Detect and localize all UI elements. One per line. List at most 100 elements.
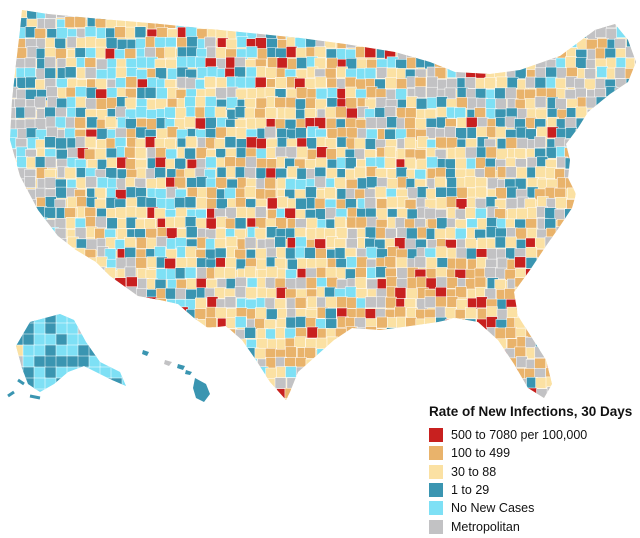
county-cell: [324, 67, 337, 80]
county-cell: [96, 128, 109, 140]
county-cell: [105, 278, 117, 290]
county-cell: [165, 287, 177, 300]
county-cell: [144, 87, 157, 99]
county-cell: [75, 296, 88, 309]
county-cell: [94, 228, 106, 240]
county-cell: [124, 48, 137, 60]
county-cell: [485, 378, 497, 390]
county-cell: [204, 397, 217, 400]
county-cell: [634, 46, 636, 58]
county-cell: [124, 358, 137, 371]
county-cell: [10, 288, 18, 300]
county-cell: [326, 128, 339, 140]
county-cell: [394, 346, 406, 359]
county-cell: [166, 308, 179, 320]
county-cell: [154, 207, 166, 220]
county-cell: [44, 286, 57, 299]
county-cell: [146, 387, 159, 399]
county-cell: [284, 107, 297, 120]
county-cell: [224, 187, 236, 200]
county-cell: [505, 327, 517, 339]
county-cell: [444, 158, 457, 171]
county-cell: [254, 318, 266, 330]
county-cell: [625, 10, 636, 21]
county-cell: [435, 388, 448, 400]
alaska-borough-cell: [44, 333, 58, 347]
county-cell: [255, 248, 267, 260]
county-cell: [544, 257, 557, 270]
county-cell: [536, 307, 548, 319]
county-cell: [384, 128, 396, 141]
county-cell: [445, 348, 457, 360]
alaska-borough-cell: [99, 388, 113, 392]
county-cell: [564, 208, 576, 221]
county-cell: [234, 356, 246, 369]
county-cell: [224, 296, 237, 308]
alaska: [16, 314, 126, 392]
alaska-borough-cell: [22, 388, 36, 392]
county-cell: [234, 66, 246, 79]
alaska-borough-cell: [44, 377, 58, 391]
county-cell: [265, 398, 278, 400]
county-cell: [514, 286, 527, 299]
county-cell: [204, 36, 216, 49]
county-cell: [285, 346, 297, 359]
county-cell: [426, 336, 439, 348]
county-cell: [316, 358, 328, 371]
county-cell: [274, 10, 287, 21]
county-cell: [47, 278, 59, 291]
county-cell: [624, 288, 636, 301]
county-cell: [424, 18, 436, 30]
county-cell: [314, 197, 327, 210]
county-cell: [334, 247, 347, 260]
county-cell: [516, 387, 528, 399]
county-cell: [576, 196, 588, 209]
alaska-borough-cell: [99, 366, 113, 380]
county-cell: [225, 217, 237, 230]
county-cell: [55, 297, 68, 310]
county-cell: [284, 327, 297, 340]
county-cell: [305, 358, 318, 371]
county-cell: [404, 117, 416, 130]
county-cell: [527, 39, 539, 51]
county-cell: [615, 237, 627, 249]
county-cell: [104, 116, 117, 128]
county-cell: [576, 26, 589, 39]
county-cell: [345, 387, 358, 399]
county-cell: [596, 388, 608, 400]
county-cell: [164, 388, 177, 400]
county-cell: [605, 207, 617, 219]
legend-label: 500 to 7080 per 100,000: [451, 428, 588, 443]
alaska-borough-cell: [66, 322, 80, 336]
county-cell: [95, 98, 108, 110]
county-cell: [44, 56, 56, 69]
county-cell: [614, 297, 627, 309]
county-cell: [334, 387, 347, 400]
county-cell: [565, 297, 578, 310]
county-cell: [614, 246, 627, 258]
county-cell: [516, 166, 528, 179]
alaska-borough-cell: [16, 333, 25, 347]
alaska-borough-cell: [16, 322, 25, 336]
county-cell: [24, 57, 37, 70]
county-cell: [505, 37, 517, 49]
county-cell: [385, 367, 397, 379]
county-cell: [456, 328, 469, 340]
county-cell: [164, 17, 176, 29]
county-cell: [254, 347, 267, 360]
county-cell: [567, 326, 579, 339]
county-cell: [635, 306, 636, 319]
county-cell: [446, 58, 458, 71]
county-cell: [477, 59, 489, 71]
county-cell: [315, 398, 328, 400]
county-cell: [627, 348, 636, 360]
alaska-borough-cell: [16, 344, 25, 358]
county-cell: [494, 327, 507, 340]
county-cell: [10, 247, 17, 259]
county-cell: [305, 277, 318, 289]
county-cell: [527, 277, 539, 290]
county-cell: [164, 37, 177, 49]
county-cell: [464, 387, 477, 400]
county-cell: [565, 308, 578, 320]
county-cell: [624, 157, 636, 169]
